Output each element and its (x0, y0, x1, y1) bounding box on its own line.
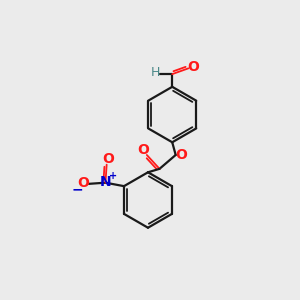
Text: N: N (100, 175, 112, 189)
Text: O: O (176, 148, 188, 162)
Text: O: O (103, 152, 114, 167)
Text: +: + (109, 171, 117, 181)
Text: O: O (77, 176, 89, 190)
Text: O: O (188, 60, 200, 74)
Text: O: O (137, 143, 149, 157)
Text: −: − (71, 182, 83, 196)
Text: H: H (151, 67, 160, 80)
